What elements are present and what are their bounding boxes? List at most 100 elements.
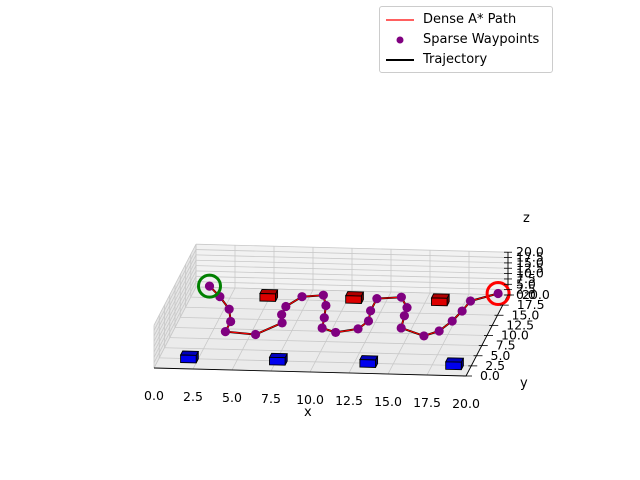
x-axis-label: x (304, 405, 312, 420)
legend-label: Dense A* Path (423, 12, 517, 27)
obstacle-front-face (359, 359, 376, 368)
legend-label: Trajectory (423, 52, 488, 67)
grid-line (195, 259, 509, 269)
waypoint-marker (457, 306, 467, 316)
waypoint-marker (465, 296, 476, 306)
x-tick-label: 0.0 (144, 388, 164, 403)
waypoint-marker (363, 316, 374, 326)
y-tick-label: 5.0 (491, 348, 511, 363)
waypoint-marker (372, 294, 382, 304)
legend-line-black (386, 59, 414, 61)
y-tick-label: 10.0 (501, 328, 529, 343)
waypoint-marker (226, 316, 236, 327)
x-tick-label: 5.0 (222, 390, 242, 405)
grid-line (153, 260, 197, 342)
obstacle-box (259, 288, 279, 302)
waypoint-marker (319, 313, 329, 323)
waypoint-marker (297, 292, 307, 302)
x-tick-label: 12.5 (335, 393, 363, 408)
waypoint-marker (396, 292, 406, 302)
z-tick-label: 2.5 (516, 282, 536, 297)
waypoint-marker (447, 316, 457, 326)
obstacle-box (359, 355, 379, 368)
z-tick-label: 5.0 (516, 276, 536, 291)
x-tick-label: 2.5 (183, 389, 203, 404)
grid-line (153, 244, 197, 326)
legend-item-trajectory: Trajectory (380, 51, 552, 69)
obstacle-box (344, 291, 365, 304)
goal-marker (485, 281, 511, 306)
grid-line (153, 249, 197, 331)
obstacle-front-face (345, 295, 362, 304)
grid-line (195, 243, 509, 253)
waypoint-marker (277, 310, 287, 320)
z-tick-label: 15.0 (516, 255, 544, 270)
obstacle-front-face (431, 297, 448, 307)
waypoint-marker (353, 324, 363, 334)
tick-labels: 0.0 2.5 5.0 7.5 10.0 12.5 15.0 17.5 20.00.02.55.… (144, 244, 550, 411)
legend-label: Sparse Waypoints (423, 32, 540, 47)
waypoint-marker (399, 311, 409, 321)
y-tick-label: 17.5 (517, 297, 545, 312)
grid-line (195, 254, 509, 264)
z-tick-label: 7.5 (516, 271, 536, 286)
z-tick-label: 10.0 (516, 266, 544, 281)
obstacle-front-face (259, 293, 276, 302)
waypoint-marker (277, 318, 287, 328)
grid-line (387, 292, 431, 375)
x-tick-label: 17.5 (413, 395, 441, 410)
waypoint-markers (204, 281, 503, 341)
obstacle-boxes (179, 288, 465, 371)
grid-line (185, 306, 498, 316)
obstacle-front-face (445, 361, 462, 371)
z-tick-label: 17.5 (516, 250, 544, 265)
z-tick-label: 12.5 (516, 260, 544, 275)
z-axis-label: z (523, 211, 530, 226)
obstacle-box (179, 350, 200, 364)
waypoint-marker (434, 326, 444, 336)
x-tick-label: 15.0 (374, 394, 402, 409)
x-tick-label: 20.0 (452, 396, 480, 411)
obstacle-front-face (180, 354, 197, 364)
grid-line (153, 254, 197, 337)
z-tick-label: 20.0 (516, 244, 544, 259)
grid-line (348, 291, 392, 374)
waypoint-marker (321, 300, 331, 311)
waypoint-marker (204, 281, 215, 291)
waypoint-marker (224, 304, 234, 314)
obstacle-front-face (269, 356, 286, 366)
waypoint-marker (317, 323, 327, 333)
x-tick-label: 7.5 (261, 391, 281, 406)
legend-item-waypoints: Sparse Waypoints (380, 31, 552, 49)
waypoint-marker (220, 327, 230, 337)
start-marker (197, 273, 222, 299)
waypoint-marker (419, 331, 429, 341)
waypoint-marker (396, 323, 406, 333)
legend-marker-purple (396, 36, 404, 44)
waypoint-marker (281, 301, 291, 312)
obstacle-box (268, 352, 288, 366)
y-tick-label: 20.0 (522, 287, 550, 302)
obstacle-box (430, 293, 450, 307)
grid-line (195, 286, 509, 296)
obstacle-box (444, 357, 465, 371)
y-tick-label: 12.5 (506, 317, 534, 332)
waypoint-marker (331, 327, 341, 338)
y-tick-label: 0.0 (480, 368, 500, 383)
y-tick-label: 2.5 (485, 358, 505, 373)
axis-line (153, 367, 467, 377)
axes-grid (153, 243, 509, 377)
waypoint-marker (366, 306, 376, 316)
grid-line (195, 265, 509, 274)
grid-line (195, 249, 509, 258)
z-tick-label: 0.0 (516, 287, 536, 302)
legend: Dense A* Path Sparse Waypoints Trajector… (379, 6, 553, 73)
x-tick-label: 10.0 (296, 392, 324, 407)
waypoint-marker (402, 302, 412, 313)
y-axis-label: y (520, 376, 528, 391)
y-tick-label: 7.5 (496, 338, 516, 353)
legend-line-red (386, 19, 414, 21)
start-goal-markers (197, 273, 511, 306)
legend-item-dense-path: Dense A* Path (380, 11, 552, 29)
